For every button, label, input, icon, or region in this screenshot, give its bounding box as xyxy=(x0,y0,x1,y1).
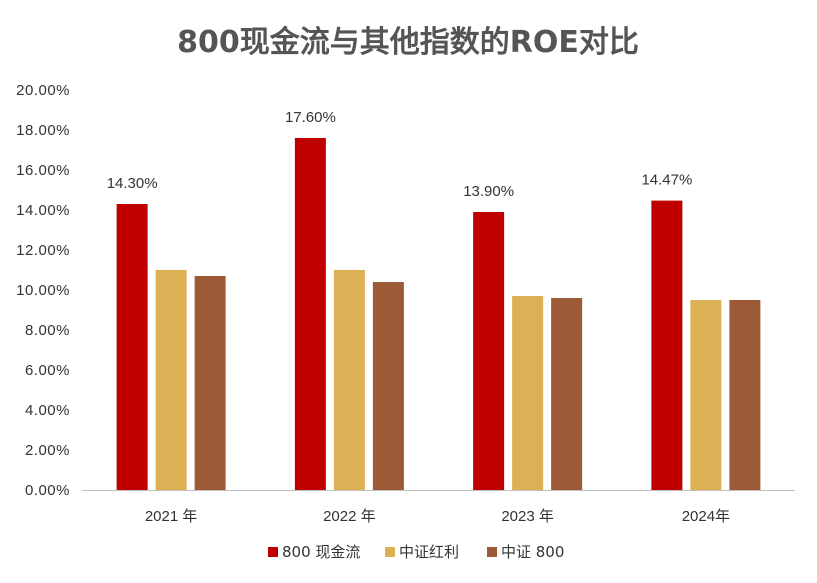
data-label: 14.30% xyxy=(107,175,158,192)
bar xyxy=(116,204,148,490)
bar xyxy=(690,300,722,490)
data-label: 17.60% xyxy=(285,109,336,126)
bars xyxy=(116,138,761,490)
y-tick-label: 2.00% xyxy=(25,442,70,459)
x-tick-label: 2023 年 xyxy=(501,508,554,525)
bar xyxy=(372,282,404,490)
bar xyxy=(729,300,761,490)
bar xyxy=(294,138,326,490)
legend-label: 中证 800 xyxy=(501,543,564,561)
y-axis: 0.00% 2.00% 4.00% 6.00% 8.00% 10.00% 12.00% 14.… xyxy=(16,82,70,499)
bar xyxy=(194,276,226,490)
legend-label: 中证红利 xyxy=(399,543,459,561)
y-tick-label: 20.00% xyxy=(16,82,70,99)
bar xyxy=(551,298,583,490)
y-tick-label: 10.00% xyxy=(16,282,70,299)
y-tick-label: 12.00% xyxy=(16,242,70,259)
data-labels: 14.30% 17.60% 13.90% 14.47% xyxy=(107,109,693,200)
x-tick-label: 2024年 xyxy=(682,508,730,525)
legend-swatch xyxy=(487,547,497,557)
data-label: 14.47% xyxy=(641,172,692,189)
x-tick-label: 2021 年 xyxy=(145,508,198,525)
bar xyxy=(512,296,544,490)
legend: 800 现金流 中证红利 中证 800 xyxy=(268,543,564,561)
data-label: 13.90% xyxy=(463,183,514,200)
y-tick-label: 14.00% xyxy=(16,202,70,219)
bar xyxy=(155,270,187,490)
y-tick-label: 16.00% xyxy=(16,162,70,179)
bar xyxy=(651,200,683,490)
y-tick-label: 18.00% xyxy=(16,122,70,139)
y-tick-label: 4.00% xyxy=(25,402,70,419)
legend-swatch xyxy=(385,547,395,557)
legend-swatch xyxy=(268,547,278,557)
y-tick-label: 0.00% xyxy=(25,482,70,499)
y-tick-label: 6.00% xyxy=(25,362,70,379)
y-tick-label: 8.00% xyxy=(25,322,70,339)
bar xyxy=(333,270,365,490)
x-tick-label: 2022 年 xyxy=(323,508,376,525)
chart-title: 800现金流与其他指数的ROE对比 xyxy=(177,25,639,60)
x-axis: 2021 年 2022 年 2023 年 2024年 xyxy=(82,490,795,525)
legend-label: 800 现金流 xyxy=(282,543,360,561)
bar xyxy=(473,212,505,490)
